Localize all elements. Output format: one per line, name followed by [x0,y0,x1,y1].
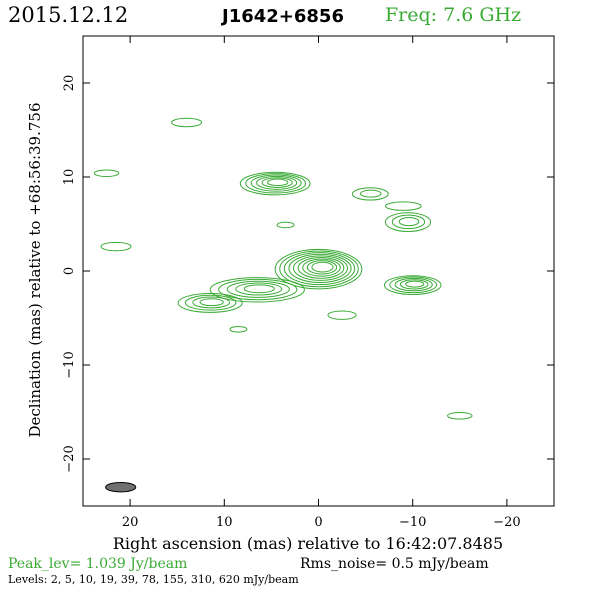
contour-level [276,221,295,229]
contour-level [229,325,248,333]
x-tick-label: 20 [122,515,139,530]
contour-level [274,248,363,290]
contour-level [171,117,203,128]
contour-component [171,117,203,128]
y-tick-label: 0 [62,267,77,275]
contour-level [288,253,352,284]
contour-level [239,171,311,196]
contour-level [389,276,438,294]
contour-component [383,275,442,296]
contour-level [447,411,473,420]
y-tick-label: −20 [62,445,77,472]
contour-level [209,277,305,303]
contour-level [399,279,429,290]
contour-components [93,117,473,420]
x-tick-label: −10 [399,515,426,530]
contour-level [302,258,341,277]
contour-level [192,296,231,309]
peak-level: Peak_lev= 1.039 Jy/beam [8,556,188,572]
x-tick-label: 0 [314,515,322,530]
y-axis-label: Declination (mas) relative to +68:56:39.… [26,102,44,437]
y-tick-label: −10 [62,351,77,378]
contour-level [184,294,237,311]
y-tick-label: 10 [62,169,77,186]
contour-component [276,221,295,229]
contour-level [327,310,357,320]
contour-component [384,212,432,233]
x-tick-label: −20 [493,515,520,530]
contour-component [100,241,132,252]
contour-level [177,293,243,313]
contour-component [327,310,357,320]
contour-level [360,189,382,198]
contour-level [383,275,442,296]
source-name: J1642+6856 [222,6,344,27]
contour-level [261,177,293,188]
contour-levels: Levels: 2, 5, 10, 19, 39, 78, 155, 310, … [8,573,299,586]
beam-ellipse-group [105,482,137,493]
contour-level [93,169,120,178]
contour-component [93,169,120,178]
contour-level [293,255,348,281]
contour-level [267,178,289,187]
x-tick-label: 10 [216,515,233,530]
contour-level [235,282,283,296]
contour-level [199,298,224,307]
contour-level [243,284,275,294]
contour-component [274,248,363,290]
contour-level [256,175,298,190]
contour-level [245,173,307,194]
contour-level [306,260,338,275]
contour-level [279,250,359,288]
tick-labels: 20 10 0 −10 −20 20 10 0 −10 −20 [62,75,521,530]
contour-component [239,171,311,196]
contour-component [351,187,389,201]
frequency-label: Freq: 7.6 GHz [385,4,522,26]
contour-level [100,241,132,252]
contour-level [250,174,302,192]
contour-component [209,277,305,303]
plot-border [82,35,555,507]
epoch-date: 2015.12.12 [8,3,129,27]
contour-level [384,212,432,233]
contour-level [405,280,425,288]
contour-level [394,277,433,292]
contour-level [283,252,356,286]
contour-level [297,256,345,279]
x-axis-label: Right ascension (mas) relative to 16:42:… [113,534,503,553]
contour-level [226,280,290,298]
contour-level [311,261,334,273]
contour-level [218,278,298,301]
contour-component [177,293,243,313]
y-tick-label: 20 [62,75,77,92]
axis-ticks [83,36,554,506]
rms-noise: Rms_noise= 0.5 mJy/beam [300,556,489,572]
contour-level [398,217,420,227]
plot-frame [82,35,555,507]
contour-component [447,411,473,420]
contour-level [391,214,426,230]
contour-level [384,201,422,211]
contour-component [229,325,248,333]
beam-ellipse [105,482,137,493]
contour-level [351,187,389,201]
contour-component [384,201,422,211]
